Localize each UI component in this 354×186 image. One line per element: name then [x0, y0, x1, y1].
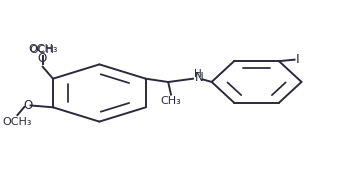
- Text: OCH₃: OCH₃: [28, 44, 57, 54]
- Text: CH₃: CH₃: [161, 96, 181, 106]
- Text: O: O: [37, 52, 47, 65]
- Text: I: I: [296, 53, 300, 66]
- Text: OCH: OCH: [29, 45, 55, 55]
- Text: N: N: [194, 71, 203, 84]
- Text: O: O: [23, 99, 33, 112]
- Text: OCH₃: OCH₃: [3, 117, 32, 127]
- Text: H: H: [194, 69, 202, 79]
